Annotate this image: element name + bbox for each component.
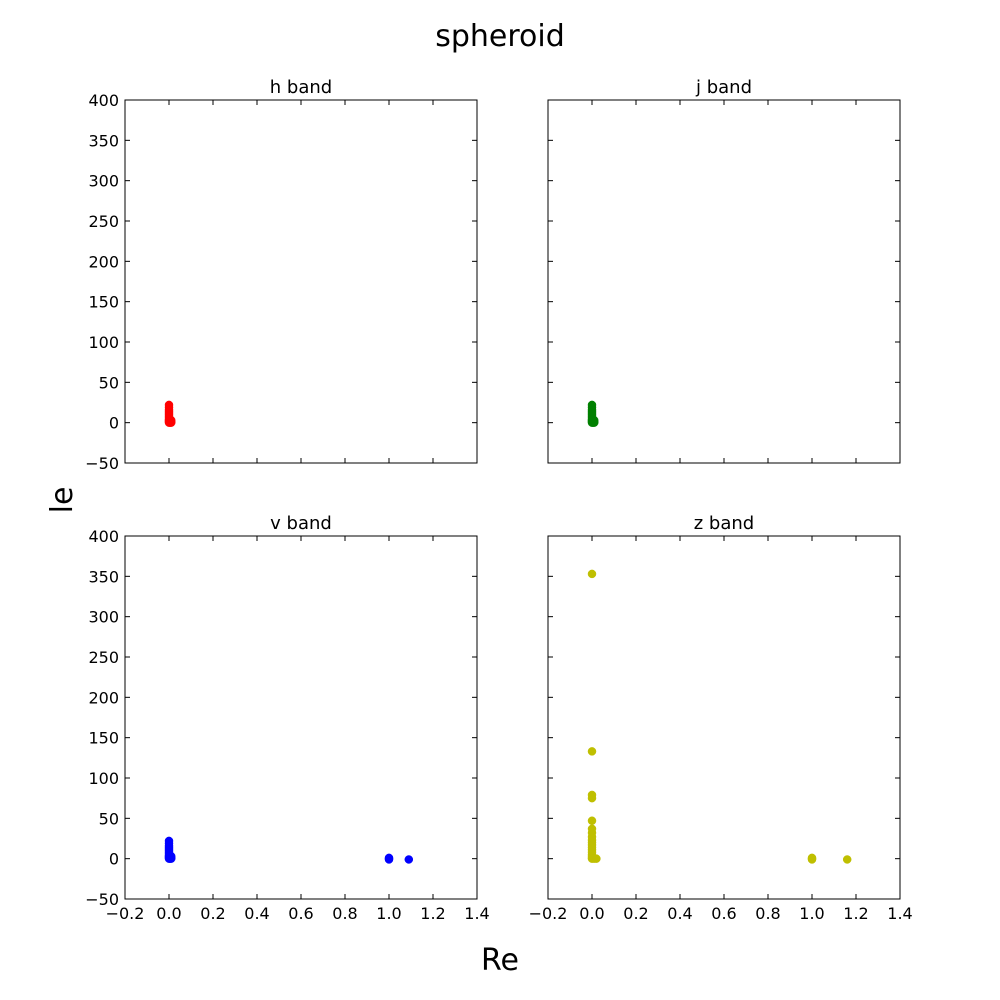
data-point xyxy=(842,855,852,864)
data-point xyxy=(166,851,176,861)
y-tick-label: 50 xyxy=(99,809,119,828)
subplot-title: h band xyxy=(270,77,332,98)
y-tick-label: 0 xyxy=(109,414,119,433)
y-tick-label: 0 xyxy=(109,850,119,869)
subplot-title: z band xyxy=(694,513,754,534)
y-tick-label: 350 xyxy=(88,131,119,150)
x-tick-label: 0.8 xyxy=(332,904,357,923)
data-point xyxy=(587,569,597,579)
axes-frame xyxy=(124,535,478,900)
subplot-j-band: j band xyxy=(547,77,901,464)
x-tick-label: 0.0 xyxy=(579,904,604,923)
x-tick-label: 1.0 xyxy=(799,904,824,923)
x-tick-label: 0.2 xyxy=(200,904,225,923)
subplot-title: j band xyxy=(695,77,752,98)
subplot-z-band: z band −0.2 0.0 0.2 0.4 0.6 0.8 1.0 1.2 1.4 xyxy=(529,513,913,923)
y-tick-label: 350 xyxy=(88,567,119,586)
y-tick-label: 200 xyxy=(88,688,119,707)
figure-title: spheroid xyxy=(435,19,565,54)
y-tick-label: 100 xyxy=(88,333,119,352)
x-tick-label: 0.6 xyxy=(288,904,313,923)
x-tick-label: 1.4 xyxy=(887,904,912,923)
x-tick-label: 1.0 xyxy=(376,904,401,923)
scatter-series xyxy=(587,400,599,427)
subplot-v-band: v band −0.2 0.0 0.2 0.4 0.6 0.8 1.0 1.2 1.4 −50 0 50… xyxy=(85,513,489,923)
data-point xyxy=(587,816,597,826)
scatter-series xyxy=(164,400,176,427)
scatter-series xyxy=(587,569,852,864)
axes-frame xyxy=(547,535,901,900)
x-axis-label: Re xyxy=(481,943,519,978)
y-tick-label: 150 xyxy=(88,729,119,748)
subplot-title: v band xyxy=(270,513,332,534)
y-tick-label: 200 xyxy=(88,252,119,271)
x-tick-label: 1.2 xyxy=(420,904,445,923)
y-axis-label: le xyxy=(45,487,80,514)
y-tick-label: −50 xyxy=(85,890,119,909)
scatter-series xyxy=(164,836,414,864)
data-point xyxy=(166,415,176,425)
x-tick-label: −0.2 xyxy=(106,904,145,923)
subplot-grid: h band −50 0 50 100 150 200 250 300 350 400 j band v… xyxy=(85,77,912,923)
x-tick-label: 0.0 xyxy=(156,904,181,923)
x-tick-label: 0.2 xyxy=(623,904,648,923)
y-tick-label: 300 xyxy=(88,608,119,627)
data-point xyxy=(404,855,414,864)
y-tick-label: 250 xyxy=(88,648,119,667)
data-point xyxy=(807,855,817,864)
y-tick-label: 400 xyxy=(88,527,119,546)
x-tick-label: 0.6 xyxy=(711,904,736,923)
data-point xyxy=(587,793,597,803)
x-tick-label: −0.2 xyxy=(529,904,568,923)
data-point xyxy=(587,747,597,756)
subplot-h-band: h band −50 0 50 100 150 200 250 300 350 400 xyxy=(85,77,478,473)
y-tick-label: 250 xyxy=(88,212,119,231)
y-tick-label: 100 xyxy=(88,769,119,788)
axes-frame xyxy=(547,99,901,464)
data-point xyxy=(592,854,601,863)
x-tick-label: 1.2 xyxy=(843,904,868,923)
axes-frame xyxy=(124,99,478,464)
x-tick-label: 0.8 xyxy=(755,904,780,923)
x-tick-label: 1.4 xyxy=(464,904,489,923)
data-point xyxy=(589,415,599,425)
data-point xyxy=(384,855,394,864)
y-tick-label: 300 xyxy=(88,172,119,191)
x-tick-label: 0.4 xyxy=(667,904,692,923)
x-tick-label: 0.4 xyxy=(244,904,269,923)
y-tick-label: 150 xyxy=(88,293,119,312)
y-tick-label: 400 xyxy=(88,91,119,110)
y-tick-label: −50 xyxy=(85,454,119,473)
y-tick-label: 50 xyxy=(99,373,119,392)
